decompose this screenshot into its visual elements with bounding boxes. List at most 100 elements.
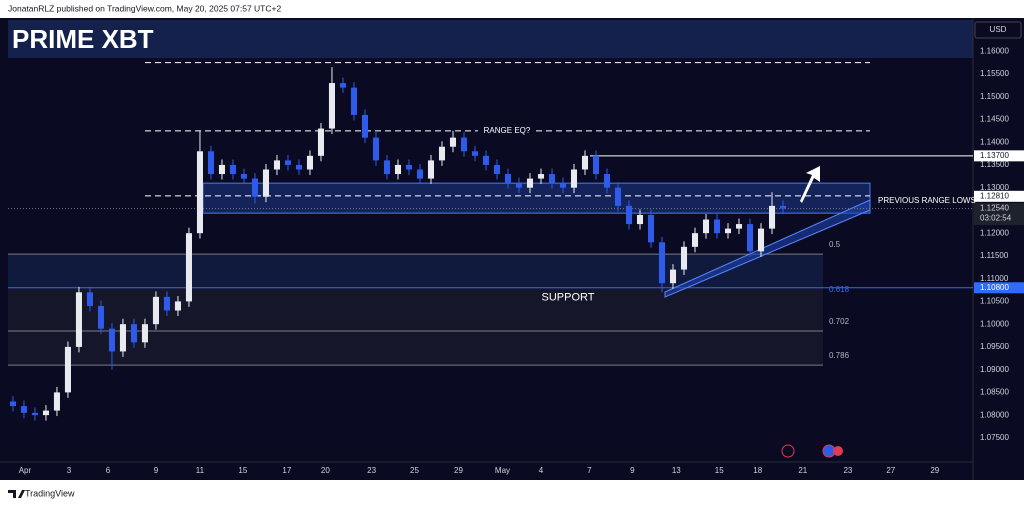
x-tick-label: 4 — [539, 466, 544, 475]
event-icon[interactable] — [833, 446, 843, 456]
fib-zone — [8, 254, 823, 288]
header: JonatanRLZ published on TradingView.com,… — [8, 3, 281, 13]
x-tick-label: May — [495, 466, 510, 475]
candle-body — [207, 151, 214, 175]
candle-body — [240, 174, 247, 179]
x-tick-label: 27 — [886, 466, 895, 475]
x-tick-label: 11 — [196, 466, 205, 475]
candle-body — [218, 164, 225, 175]
event-icon[interactable] — [781, 444, 795, 458]
candle-body — [493, 164, 501, 175]
candle-body — [592, 155, 600, 175]
range-label: PREVIOUS RANGE LOWS — [878, 196, 976, 205]
candle-body — [548, 174, 556, 184]
candle-body — [526, 178, 534, 188]
candle-body — [394, 164, 402, 175]
fib-zone — [8, 287, 823, 331]
y-tick-label: 1.10000 — [980, 319, 1009, 328]
candle-body — [372, 137, 380, 161]
candle-body — [284, 160, 291, 165]
x-tick-label: 29 — [930, 466, 939, 475]
x-tick-label: 6 — [106, 466, 111, 475]
candle-body — [229, 164, 236, 175]
currency: USD — [990, 25, 1007, 34]
fib-label: 0.702 — [829, 317, 850, 326]
candle-body — [163, 296, 170, 311]
x-tick-label: 21 — [798, 466, 807, 475]
candle-body — [658, 242, 666, 284]
candle-body — [361, 114, 369, 138]
candle-body — [559, 183, 567, 188]
currency-box — [974, 21, 1022, 39]
y-tick-label: 1.08000 — [980, 410, 1009, 419]
logo: PRIME XBT — [12, 24, 154, 54]
y-tick-label: 1.14500 — [980, 115, 1009, 124]
candle-body — [471, 151, 479, 156]
candle-body — [702, 219, 710, 234]
price-label-box — [974, 190, 1024, 202]
x-tick-label: 20 — [321, 466, 330, 475]
chart-bg — [0, 18, 1024, 480]
candle-body — [570, 169, 578, 188]
arrow — [800, 166, 820, 203]
x-tick-label: 29 — [454, 466, 463, 475]
candle-body — [350, 87, 358, 115]
candle-body — [273, 160, 280, 170]
price-label: 1.10800 — [980, 283, 1009, 292]
candle-body — [405, 164, 413, 170]
x-tick-label: 18 — [753, 466, 762, 475]
candle-body — [680, 246, 688, 270]
candle-body — [108, 328, 115, 352]
candle-body — [42, 410, 49, 416]
candle-body — [174, 301, 181, 311]
candle-body — [339, 83, 347, 88]
candle-body — [438, 146, 446, 161]
y-tick-label: 1.15000 — [980, 92, 1009, 101]
candle-body — [515, 183, 523, 188]
x-tick-label: 25 — [410, 466, 419, 475]
trend-channel — [664, 199, 871, 298]
candle-body — [614, 187, 622, 206]
countdown: 03:02:54 — [980, 214, 1012, 223]
y-tick-label: 1.09500 — [980, 342, 1009, 351]
candle-body — [779, 205, 787, 209]
x-tick-label: 9 — [154, 466, 159, 475]
fib-label: 0.786 — [829, 351, 850, 360]
price-label-box — [974, 150, 1024, 162]
logo-band — [8, 20, 973, 58]
candle-body — [251, 178, 258, 197]
candle-body — [295, 164, 302, 170]
candle-body — [537, 174, 545, 179]
candle-body — [383, 160, 391, 175]
price-label: 1.13700 — [980, 151, 1009, 160]
y-tick-label: 1.12000 — [980, 228, 1009, 237]
candle-body — [504, 174, 512, 184]
fib-zone — [8, 330, 823, 366]
y-tick-label: 1.09000 — [980, 365, 1009, 374]
candle-body — [97, 305, 104, 329]
x-tick-label: 23 — [367, 466, 376, 475]
x-tick-label: 17 — [282, 466, 291, 475]
candle-body — [152, 296, 159, 325]
x-tick-label: 7 — [587, 466, 592, 475]
candle-body — [306, 155, 314, 170]
candle-body — [53, 392, 60, 411]
y-tick-label: 1.16000 — [980, 46, 1009, 55]
fib-label: 0.5 — [829, 240, 841, 249]
candle-body — [416, 169, 424, 179]
candle-body — [130, 324, 137, 343]
candle-body — [185, 233, 192, 302]
y-tick-label: 1.14000 — [980, 137, 1009, 146]
candle-body — [196, 151, 203, 234]
candle-body — [9, 401, 16, 407]
price-label-box — [974, 282, 1024, 294]
y-tick-label: 1.13500 — [980, 160, 1009, 169]
candle-body — [669, 269, 677, 284]
x-tick-label: 3 — [67, 466, 72, 475]
x-tick-label: 23 — [843, 466, 852, 475]
candle-body — [625, 205, 633, 225]
footer-bg — [0, 480, 1024, 506]
price-label-box — [974, 203, 1024, 226]
candle-body — [427, 160, 435, 179]
